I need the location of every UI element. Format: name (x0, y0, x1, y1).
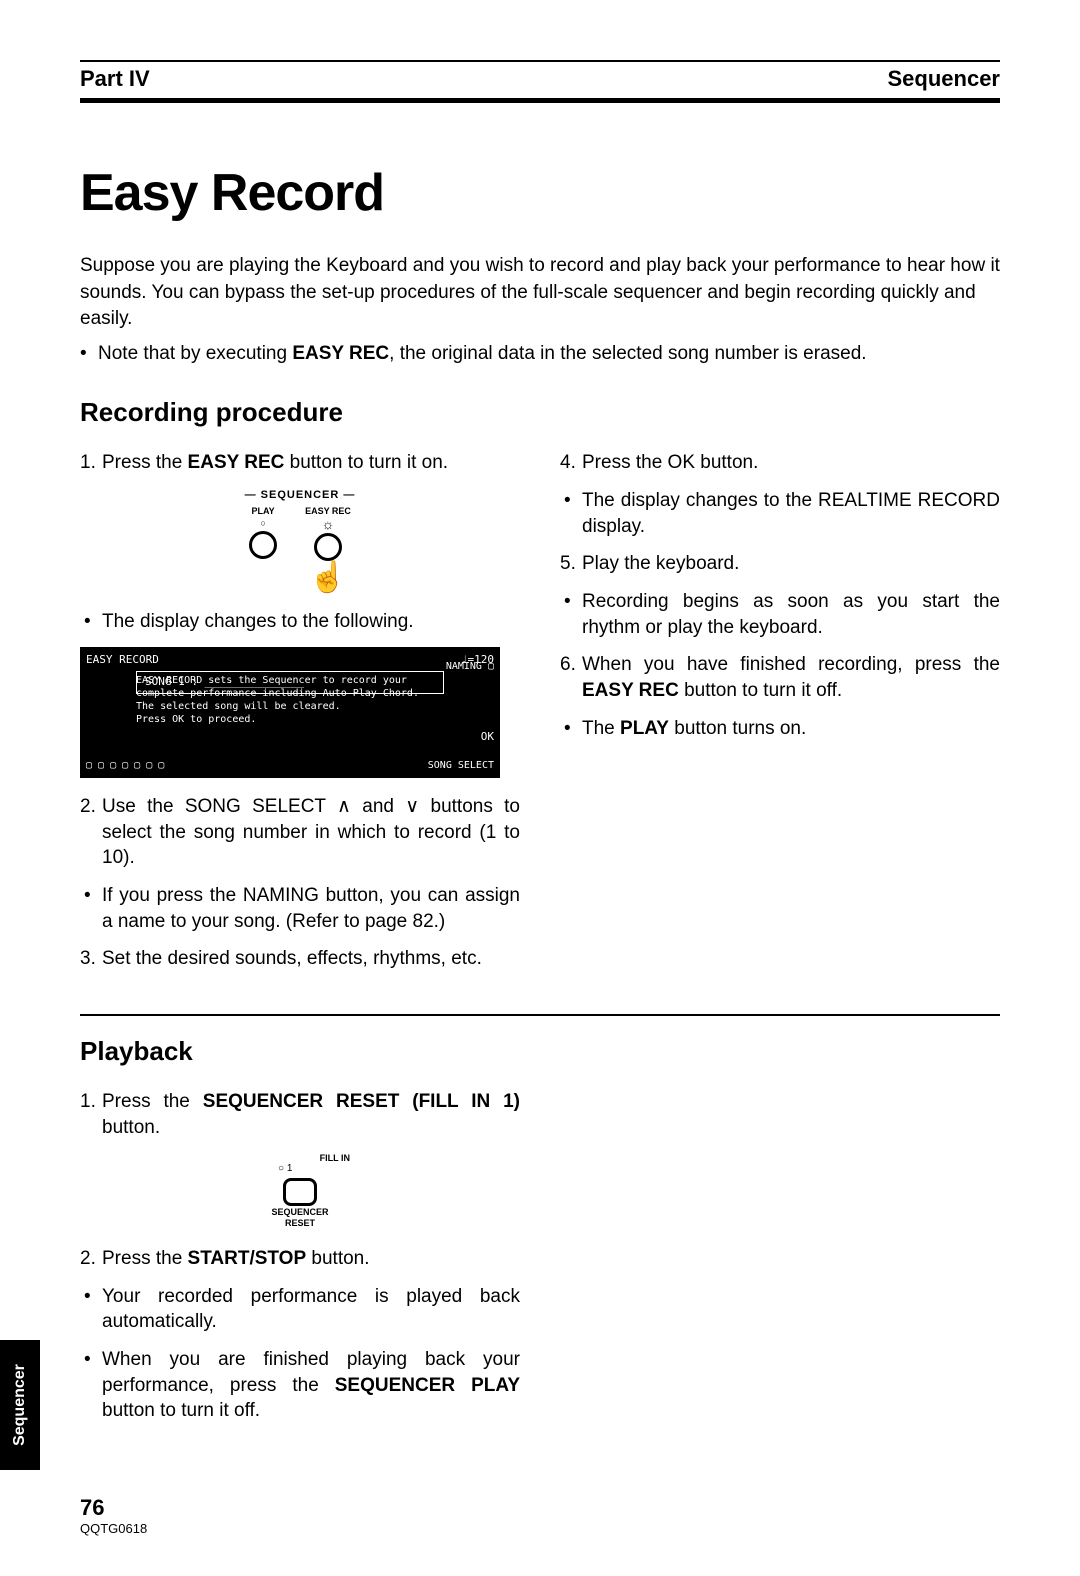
pb-step2-suffix: button. (306, 1248, 369, 1269)
rec-step-6: 6. When you have finished recording, pre… (560, 652, 1000, 703)
pb-bullet2b-suffix: button to turn it off. (102, 1400, 260, 1421)
pb-step-1: 1. Press the SEQUENCER RESET (FILL IN 1)… (80, 1089, 520, 1140)
step-number: 6. (560, 652, 576, 678)
pb-step-2: 2. Press the START/STOP button. (80, 1246, 520, 1272)
rec-bullet-naming: If you press the NAMING button, you can … (80, 883, 520, 934)
lcd-title: EASY RECORD (86, 653, 159, 668)
rec-step2-text: Use the SONG SELECT ∧ and ∨ buttons to s… (102, 796, 520, 868)
lcd-msg2: complete performance including Auto Play… (86, 687, 494, 700)
intro-note: Note that by executing EASY REC, the ori… (80, 341, 1000, 368)
page-title: Easy Record (80, 163, 1000, 223)
play-button-illustration: PLAY ○ (249, 505, 277, 593)
seq-reset-diagram: FILL IN ○ 1 SEQUENCER RESET (230, 1152, 370, 1228)
rec-step6-prefix: When you have finished recording, press … (582, 654, 1000, 675)
recording-left-col: 1. Press the EASY REC button to turn it … (80, 450, 520, 984)
pb-step2-bold: START/STOP (188, 1248, 307, 1269)
recording-heading: Recording procedure (80, 397, 1000, 428)
header-part: Part IV (80, 66, 150, 92)
rec-step-2: 2. Use the SONG SELECT ∧ and ∨ buttons t… (80, 794, 520, 871)
step-number: 2. (80, 1246, 96, 1272)
playback-columns: 1. Press the SEQUENCER RESET (FILL IN 1)… (80, 1089, 1000, 1436)
playback-heading: Playback (80, 1036, 1000, 1067)
reset-button-icon (283, 1178, 317, 1206)
easyrec-button-illustration: EASY REC ☼ ☝ (305, 505, 351, 593)
page-number: 76 (80, 1495, 147, 1521)
easyrec-indicator: ☼ (305, 517, 351, 531)
lcd-ok-btn: OK (86, 730, 494, 745)
seq-label: — SEQUENCER — (210, 488, 390, 503)
lcd-bottom-icons: ▢ ▢ ▢ ▢ ▢ ▢ ▢ (86, 759, 164, 773)
rec-bullet6-suffix: button turns on. (669, 718, 806, 739)
lcd-msg1: EASY RECORD sets the Sequencer to record… (86, 674, 494, 687)
doc-id: QQTG0618 (80, 1521, 147, 1536)
lcd-msg4: Press OK to proceed. (86, 713, 494, 726)
rec-step-1: 1. Press the EASY REC button to turn it … (80, 450, 520, 476)
play-indicator: ○ (249, 517, 277, 529)
header-rule (80, 98, 1000, 103)
intro-paragraph: Suppose you are playing the Keyboard and… (80, 253, 1000, 333)
lcd-song-select: SONG SELECT (428, 759, 494, 773)
lcd-screenshot: EASY RECORD ♩=120 SONG 1 : _____________… (80, 647, 500, 779)
rec-step-5: 5. Play the keyboard. (560, 551, 1000, 577)
rec-step5-text: Play the keyboard. (582, 553, 739, 574)
rec-bullet-display: The display changes to the following. (80, 609, 520, 635)
playback-left-col: 1. Press the SEQUENCER RESET (FILL IN 1)… (80, 1089, 520, 1436)
side-tab-label: Sequencer (11, 1364, 29, 1446)
pb-step1-suffix: button. (102, 1117, 160, 1138)
seq-reset-label-1: SEQUENCER (230, 1208, 370, 1217)
easyrec-circle-icon (314, 533, 342, 561)
step-number: 3. (80, 946, 96, 972)
pb-bullet-auto: Your recorded performance is played back… (80, 1284, 520, 1335)
intro-note-prefix: Note that by executing (98, 343, 292, 364)
seq-reset-label-2: RESET (230, 1219, 370, 1228)
section-divider (80, 1014, 1000, 1016)
rec-bullet6-prefix: The (582, 718, 620, 739)
step-number: 4. (560, 450, 576, 476)
intro-note-bold: EASY REC (292, 343, 389, 364)
rec-step4-text: Press the OK button. (582, 452, 758, 473)
rec-step1-suffix: button to turn it on. (284, 452, 448, 473)
rec-step3-text: Set the desired sounds, effects, rhythms… (102, 948, 482, 969)
rec-step6-suffix: button to turn it off. (679, 680, 842, 701)
playback-right-col (560, 1089, 1000, 1436)
pb-bullet2b-bold: SEQUENCER PLAY (335, 1375, 520, 1396)
recording-columns: 1. Press the EASY REC button to turn it … (80, 450, 1000, 984)
page-footer: 76 QQTG0618 (80, 1495, 147, 1536)
pb-step2-prefix: Press the (102, 1248, 188, 1269)
play-label: PLAY (249, 505, 277, 517)
recording-right-col: 4. Press the OK button. The display chan… (560, 450, 1000, 984)
pb-bullet-finish: When you are finished playing back your … (80, 1347, 520, 1424)
rec-bullet-realtime: The display changes to the REALTIME RECO… (560, 488, 1000, 539)
pb-step1-prefix: Press the (102, 1091, 203, 1112)
rec-step-3: 3. Set the desired sounds, effects, rhyt… (80, 946, 520, 972)
pb-step1-bold: SEQUENCER RESET (FILL IN 1) (203, 1091, 520, 1112)
hand-pointer-icon: ☝ (305, 563, 351, 593)
rec-step6-bold: EASY REC (582, 680, 679, 701)
side-tab: Sequencer (0, 1340, 40, 1470)
page-header: Part IV Sequencer (80, 60, 1000, 92)
rec-step-4: 4. Press the OK button. (560, 450, 1000, 476)
rec-step1-bold: EASY REC (188, 452, 285, 473)
header-section: Sequencer (888, 66, 1001, 92)
sequencer-button-diagram: — SEQUENCER — PLAY ○ EASY REC ☼ ☝ (210, 488, 390, 593)
step-number: 1. (80, 1089, 96, 1115)
lcd-msg3: The selected song will be cleared. (86, 700, 494, 713)
step-number: 1. (80, 450, 96, 476)
play-circle-icon (249, 531, 277, 559)
rec-bullet6-bold: PLAY (620, 718, 669, 739)
fillin-indicator: ○ 1 (230, 1162, 370, 1176)
rec-bullet-playon: The PLAY button turns on. (560, 716, 1000, 742)
step-number: 2. (80, 794, 96, 820)
rec-step1-prefix: Press the (102, 452, 188, 473)
step-number: 5. (560, 551, 576, 577)
intro-note-suffix: , the original data in the selected song… (389, 343, 866, 364)
rec-bullet-begins: Recording begins as soon as you start th… (560, 589, 1000, 640)
